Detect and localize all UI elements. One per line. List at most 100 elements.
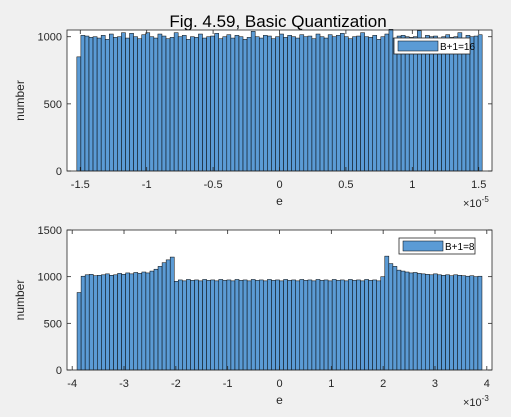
histogram-bar (376, 39, 382, 172)
histogram-bar (400, 35, 406, 172)
histogram-bar (210, 279, 215, 371)
histogram-bar (271, 38, 276, 172)
x-tick-label: 3 (432, 378, 438, 390)
x-tick-label: -1 (223, 378, 233, 390)
histogram-bar (433, 273, 438, 371)
histogram-bar (340, 33, 345, 172)
x-tick-label: 2 (380, 378, 386, 390)
histogram-bar (250, 279, 256, 371)
x-tick-label: -0.5 (204, 179, 223, 191)
histogram-bar (96, 37, 102, 172)
y-axis-label: number (13, 80, 27, 121)
histogram-bar (145, 32, 151, 172)
histogram-bar (214, 280, 220, 371)
x-tick-label: -2 (171, 378, 181, 390)
histogram-bar (259, 279, 264, 371)
top-histogram: -1.5 -1 -0.5 0 0.5 1 1.5 0 500 1000 e number ×10-5 B+… (13, 29, 493, 210)
histogram-bar (129, 273, 134, 371)
histogram-bar (101, 274, 106, 371)
histogram-bar (465, 35, 471, 172)
histogram-bar (186, 279, 191, 371)
x-axis-label: e (276, 393, 283, 407)
histogram-bar (125, 37, 130, 172)
histogram-bar (202, 37, 207, 172)
histogram-bar (88, 37, 94, 172)
histogram-bar (254, 280, 260, 371)
bottom-histogram: -4 -3 -2 -1 0 1 2 3 4 0 500 1000 1500 e number ×10-3 B+1… (13, 225, 493, 409)
x-tick-label: -3 (119, 378, 129, 390)
histogram-bar (307, 35, 313, 172)
histogram-bar (344, 280, 349, 371)
histogram-bar (133, 272, 139, 371)
x-exponent-value: -3 (482, 394, 490, 403)
histogram-bar (299, 279, 305, 371)
x-axis-label: e (276, 194, 283, 208)
histogram-bar (234, 35, 240, 172)
histogram-bar (445, 274, 450, 371)
histogram-bar (198, 280, 203, 371)
histogram-bar (263, 35, 268, 172)
histogram-bar (453, 274, 458, 371)
y-tick-label: 1500 (38, 225, 62, 237)
legend-label: B+1=16 (440, 42, 475, 53)
histogram-bar (453, 36, 459, 172)
histogram-bar (477, 275, 483, 371)
histogram-bar (157, 266, 163, 371)
histogram-bar (437, 274, 442, 371)
legend-label: B+1=8 (445, 242, 475, 253)
histogram-bar (396, 269, 402, 371)
histogram-bar (267, 35, 272, 172)
histogram-bar (226, 279, 232, 371)
histogram-bar (368, 280, 373, 371)
histogram-bar (376, 280, 381, 371)
histogram-bar (275, 36, 280, 172)
histogram-bar (125, 272, 130, 371)
histogram-bar (311, 38, 317, 172)
histogram-bar (149, 36, 155, 172)
histogram-bar (437, 37, 442, 172)
histogram-bar (137, 273, 143, 371)
histogram-bar (352, 36, 357, 172)
histogram-bar (173, 281, 179, 371)
histogram-bar (465, 275, 471, 371)
histogram-bar (242, 279, 248, 371)
histogram-bar (356, 279, 361, 371)
histogram-bar (319, 280, 325, 371)
histogram-bar (469, 275, 475, 371)
histogram-bar (153, 268, 159, 371)
histogram-bar (254, 36, 260, 172)
histogram-bar (291, 36, 296, 172)
histogram-bar (84, 274, 90, 371)
histogram-bar (416, 273, 422, 371)
histogram-bar (323, 279, 329, 371)
histogram-bar (173, 32, 179, 172)
histogram-bar (206, 280, 211, 371)
histogram-bar (323, 37, 329, 172)
histogram-bar (157, 33, 163, 172)
legend-swatch (402, 240, 444, 252)
histogram-bar (421, 37, 426, 172)
histogram-bar (93, 275, 98, 371)
x-tick-label: 1 (409, 179, 415, 191)
x-tick-label: 4 (484, 378, 490, 390)
histogram-bar (104, 39, 110, 172)
histogram-bar (335, 280, 341, 371)
x-tick-label: 0.5 (338, 179, 353, 191)
y-tick-label: 1000 (38, 272, 62, 284)
histogram-bar (319, 36, 325, 172)
histogram-bar (153, 37, 159, 172)
x-tick-label: -4 (67, 378, 77, 390)
histogram-bar (295, 37, 301, 172)
histogram-bar (222, 280, 228, 371)
histogram-bar (352, 280, 357, 371)
histogram-bar (258, 37, 264, 172)
x-exponent-value: -5 (482, 195, 490, 204)
histogram-bar (161, 262, 167, 371)
histogram-bar (408, 37, 414, 172)
histogram-bar (327, 34, 333, 172)
histogram-bar (331, 279, 337, 371)
histogram-bar (279, 280, 284, 371)
histogram-bar (404, 271, 410, 371)
histogram-bar (340, 279, 345, 371)
